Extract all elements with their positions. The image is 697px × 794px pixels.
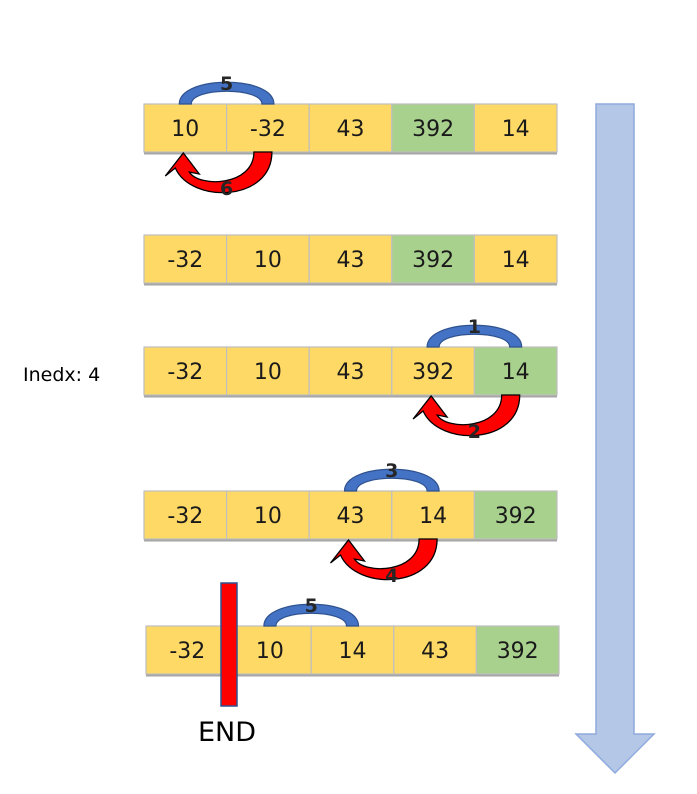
array-rows: 10 -32 43 392 14-32 10 43 392 14-32 10 43 392 14-32 1… — [143, 103, 560, 677]
array-cell — [393, 625, 477, 675]
cell-value: 10 — [171, 117, 199, 142]
cell-value: 43 — [337, 504, 365, 529]
cell-value: 10 — [254, 360, 282, 385]
index-label: Inedx: 4 — [23, 364, 100, 386]
cell-value: 43 — [337, 117, 365, 142]
timeline-arrow-shape — [574, 103, 656, 775]
array-cell — [226, 346, 310, 396]
array-cell-highlighted — [475, 625, 560, 675]
swap-arrow: 4 — [329, 538, 438, 587]
step-number: 5 — [305, 595, 318, 617]
cell-value: 14 — [419, 504, 447, 529]
compare-arc: 1 — [426, 316, 523, 348]
step-number: 6 — [220, 178, 233, 200]
array-row: 10 -32 43 392 14 — [143, 103, 558, 155]
compare-arc-shape — [343, 468, 440, 492]
cell-value: 43 — [337, 360, 365, 385]
cell-value: 392 — [495, 504, 537, 529]
step-number: 2 — [468, 421, 481, 443]
end-label: END — [198, 717, 256, 748]
array-cell — [226, 234, 310, 284]
cell-value: -32 — [167, 248, 203, 273]
step-number: 1 — [468, 316, 481, 338]
compare-arc: 5 — [178, 73, 275, 105]
cell-value: -32 — [250, 117, 286, 142]
array-cell — [143, 103, 228, 153]
cell-value: 14 — [339, 639, 367, 664]
step-number: 3 — [385, 460, 398, 482]
cell-value: 10 — [254, 248, 282, 273]
cell-value: 392 — [497, 639, 539, 664]
timeline-arrow — [574, 103, 656, 775]
array-cell — [308, 234, 393, 284]
array-cell — [473, 103, 558, 153]
array-cell — [143, 234, 228, 284]
array-row: -32 10 43 392 14 — [143, 234, 558, 286]
compare-arc: 5 — [263, 595, 360, 627]
cell-value: 14 — [502, 117, 530, 142]
array-cell — [391, 346, 475, 396]
array-row: -32 10 43 392 14 — [143, 346, 558, 398]
cell-value: 14 — [502, 248, 530, 273]
compare-arc-shape — [178, 81, 275, 105]
swap-arrow: 6 — [164, 151, 273, 200]
cell-value: 14 — [502, 360, 530, 385]
array-cell — [226, 490, 310, 540]
array-cell — [145, 625, 230, 675]
end-marker-bar — [220, 582, 238, 707]
array-cell — [143, 346, 228, 396]
array-cell — [473, 234, 558, 284]
cell-value: -32 — [167, 504, 203, 529]
swap-arrow-shape — [329, 538, 438, 581]
compare-arc-shape — [426, 324, 523, 348]
array-cell-highlighted — [473, 490, 558, 540]
swap-arrow-shape — [412, 394, 521, 437]
cell-value: 392 — [412, 117, 454, 142]
compare-arc: 3 — [343, 460, 440, 492]
step-number: 4 — [385, 565, 398, 587]
cell-value: 392 — [412, 248, 454, 273]
array-row: -32 10 43 14 392 — [143, 490, 558, 542]
cell-value: -32 — [167, 360, 203, 385]
array-row: -32 10 14 43 392 — [145, 625, 560, 677]
cell-value: -32 — [169, 639, 205, 664]
array-cell-highlighted — [391, 103, 475, 153]
step-number: 5 — [220, 73, 233, 95]
cell-value: 43 — [421, 639, 449, 664]
cell-value: 43 — [337, 248, 365, 273]
compare-arc-shape — [263, 603, 360, 627]
cell-value: 10 — [254, 504, 282, 529]
end-marker-group — [220, 582, 238, 707]
array-cell — [143, 490, 228, 540]
cell-value: 10 — [256, 639, 284, 664]
step-arcs: 5 6 1 2 3 4 5 — [164, 73, 523, 627]
swap-arrow: 2 — [412, 394, 521, 443]
swap-arrow-shape — [164, 151, 273, 194]
cell-value: 392 — [412, 360, 454, 385]
